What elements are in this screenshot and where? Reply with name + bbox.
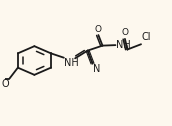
Text: O: O — [121, 28, 128, 37]
Text: O: O — [1, 79, 9, 89]
Text: O: O — [94, 25, 101, 34]
Text: Cl: Cl — [142, 32, 151, 42]
Text: NH: NH — [116, 40, 131, 50]
Text: N: N — [93, 64, 101, 74]
Text: NH: NH — [64, 58, 79, 68]
